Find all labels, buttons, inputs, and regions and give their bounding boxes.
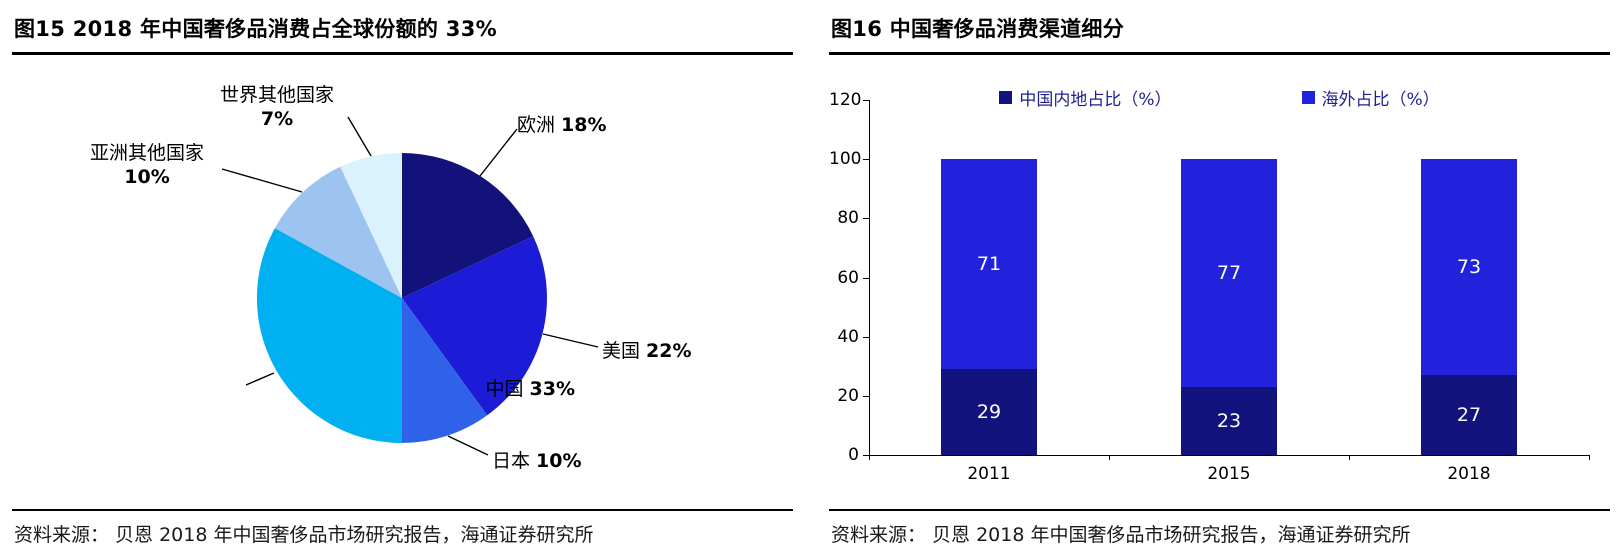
- pie-label: 日本 10%: [492, 450, 582, 472]
- figure-16-source: 资料来源： 贝恩 2018 年中国奢侈品市场研究报告，海通证券研究所: [829, 509, 1610, 547]
- bar-value-label: 29: [976, 401, 1002, 424]
- y-axis-tick: [863, 395, 869, 397]
- y-axis-tick: [863, 277, 869, 279]
- pie-leader-line: [347, 116, 372, 157]
- figure-15-panel: 图15 2018 年中国奢侈品消费占全球份额的 33% 欧洲 18% 美国 22%…: [12, 6, 793, 547]
- legend-label: 海外占比（%）: [1321, 90, 1440, 110]
- legend-item: 中国内地占比（%）: [999, 85, 1172, 110]
- figure-16-title: 图16 中国奢侈品消费渠道细分: [829, 6, 1610, 55]
- bar-segment: [941, 159, 1037, 370]
- y-axis-tick: [863, 218, 869, 220]
- pie-label: 欧洲 18%: [517, 114, 607, 136]
- figure-15-source: 资料来源： 贝恩 2018 年中国奢侈品市场研究报告，海通证券研究所: [12, 509, 793, 547]
- y-axis-tick: [863, 100, 869, 101]
- pie-chart: 欧洲 18% 美国 22% 日本 10% 中国 33% 亚洲其他国家 10% 世界其他国家 7…: [12, 55, 793, 509]
- y-axis-tick: [863, 336, 869, 338]
- pie-slice: [402, 236, 547, 416]
- pie-chart-canvas: [221, 116, 599, 456]
- bar-value-label: 27: [1456, 404, 1482, 427]
- pie-leader-line: [221, 168, 303, 193]
- y-axis-label: 40: [837, 326, 859, 347]
- figure-15-title: 图15 2018 年中国奢侈品消费占全球份额的 33%: [12, 6, 793, 55]
- x-axis-tick: [869, 455, 870, 460]
- bar-chart-legend: 中国内地占比（%） 海外占比（%）: [829, 85, 1610, 110]
- bar-segment: [1181, 159, 1277, 387]
- pie-slice: [274, 166, 402, 298]
- pie-label: 世界其他国家 7%: [219, 84, 334, 130]
- legend-swatch-icon: [999, 91, 1013, 104]
- bar-segment: [941, 369, 1037, 455]
- bar-chart-plot: 0 20 40 60 80 100 120 29 71 2011 23 77 2015 27 73 2018: [829, 55, 1610, 509]
- bar-value-label: 71: [976, 253, 1002, 276]
- bar-segment: [1421, 375, 1517, 455]
- y-axis-label: 80: [837, 208, 859, 229]
- legend-item: 海外占比（%）: [1301, 85, 1440, 110]
- y-axis-tick: [863, 159, 869, 161]
- y-axis-line: [869, 100, 870, 455]
- x-axis-label: 2018: [1447, 464, 1491, 484]
- figure-16-panel: 图16 中国奢侈品消费渠道细分 中国内地占比（%） 海外占比（%） 0 20 40 60…: [829, 6, 1610, 547]
- y-axis-label: 0: [848, 445, 859, 465]
- x-axis-tick: [1349, 455, 1350, 460]
- pie-leader-line: [245, 372, 275, 386]
- bar-segment: [1421, 159, 1517, 376]
- pie-slice: [402, 298, 488, 443]
- legend-label: 中国内地占比（%）: [1019, 90, 1172, 110]
- y-axis-label: 20: [837, 385, 859, 406]
- pie-leader-line: [447, 435, 489, 456]
- x-axis-label: 2015: [1207, 464, 1251, 484]
- legend-swatch-icon: [1301, 91, 1315, 104]
- bar-chart: 中国内地占比（%） 海外占比（%） 0 20 40 60 80 100 120 29 71 2011…: [829, 55, 1610, 509]
- y-axis-label: 120: [829, 90, 862, 110]
- bar-value-label: 77: [1216, 262, 1242, 285]
- bar-value-label: 23: [1216, 409, 1242, 432]
- y-axis-label: 100: [829, 149, 862, 170]
- bar-segment: [1181, 386, 1277, 455]
- bar-value-label: 73: [1456, 256, 1482, 279]
- y-axis-tick: [863, 455, 869, 456]
- x-axis-line: [869, 455, 1589, 456]
- pie-label: 中国 33%: [485, 378, 575, 400]
- x-axis-label: 2011: [967, 464, 1011, 484]
- pie-slice: [402, 153, 534, 298]
- x-axis-tick: [1589, 455, 1590, 460]
- pie-slice: [340, 153, 402, 298]
- y-axis-label: 60: [837, 267, 859, 288]
- pie-leader-line: [479, 128, 518, 177]
- pie-label: 美国 22%: [602, 340, 692, 362]
- pie-label: 亚洲其他国家 10%: [89, 142, 204, 188]
- x-axis-tick: [1109, 455, 1110, 460]
- pie-leader-line: [542, 333, 599, 348]
- pie-slice: [256, 228, 402, 444]
